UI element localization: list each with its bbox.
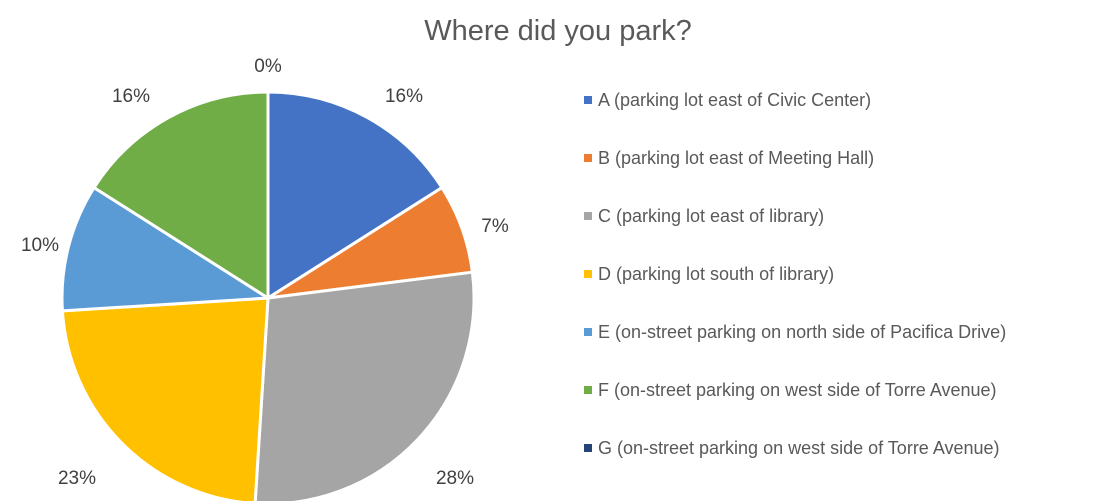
- legend-label-e: E (on-street parking on north side of Pa…: [598, 322, 1006, 342]
- pie-slice-e: [60, 186, 270, 313]
- data-label-f: 16%: [112, 86, 150, 107]
- pie-slices: [60, 90, 476, 501]
- data-label-b: 7%: [481, 216, 509, 237]
- legend-label-g: G (on-street parking on west side of Tor…: [598, 438, 1000, 458]
- chart-title: Where did you park?: [424, 15, 692, 47]
- legend-swatch-c: [584, 212, 592, 220]
- pie-data-labels: 16% 7% 28% 23% 10% 16% 0%: [21, 56, 509, 489]
- data-label-d: 23%: [58, 468, 96, 489]
- legend: A (parking lot east of Civic Center) B (p…: [584, 90, 1006, 458]
- legend-label-b: B (parking lot east of Meeting Hall): [598, 148, 874, 168]
- pie-slice-f: [92, 90, 270, 300]
- legend-swatch-f: [584, 386, 592, 394]
- legend-label-a: A (parking lot east of Civic Center): [598, 90, 871, 110]
- legend-swatch-a: [584, 96, 592, 104]
- data-label-g: 0%: [254, 56, 282, 77]
- legend-swatch-b: [584, 154, 592, 162]
- pie-slice-d: [60, 296, 270, 501]
- pie-slice-c: [253, 270, 476, 501]
- legend-label-f: F (on-street parking on west side of Tor…: [598, 380, 997, 400]
- legend-swatch-e: [584, 328, 592, 336]
- legend-label-d: D (parking lot south of library): [598, 264, 834, 284]
- legend-label-c: C (parking lot east of library): [598, 206, 824, 226]
- legend-swatch-g: [584, 444, 592, 452]
- data-label-e: 10%: [21, 235, 59, 256]
- pie-slice-a: [266, 90, 444, 300]
- data-label-c: 28%: [436, 468, 474, 489]
- data-label-a: 16%: [385, 86, 423, 107]
- legend-swatch-d: [584, 270, 592, 278]
